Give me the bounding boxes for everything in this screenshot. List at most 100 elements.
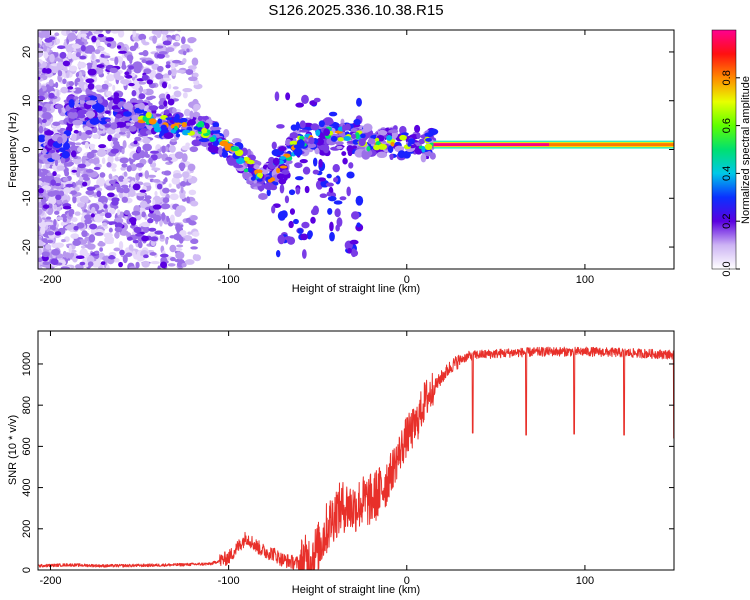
spectrogram-blob: [190, 238, 199, 245]
spectrogram-blob: [358, 138, 366, 147]
spectrogram-blob: [38, 141, 42, 148]
spectrogram-blob: [192, 72, 199, 78]
spectrogram-ytick-label: -10: [21, 190, 33, 206]
spectrogram-blob: [68, 209, 73, 217]
spectrogram-blob: [308, 137, 315, 145]
spectrogram-blob: [329, 221, 334, 232]
spectrogram-blob: [91, 260, 101, 268]
snr-frame: [37, 330, 675, 571]
spectrogram-blob: [343, 136, 352, 141]
spectrogram-blob: [327, 207, 333, 215]
spectrogram-blob: [75, 77, 81, 83]
spectrogram-blob: [175, 223, 182, 232]
spectrogram-blob: [182, 50, 187, 56]
spectrogram-blob: [45, 68, 52, 74]
spectrogram-blob: [67, 47, 72, 51]
spectrogram-blob: [113, 92, 120, 98]
spectrogram-blob: [51, 152, 60, 160]
spectrogram-blob: [82, 181, 88, 187]
spectrogram-blob: [107, 155, 114, 164]
spectrogram-blob: [347, 150, 353, 157]
spectrogram-blob: [169, 193, 179, 201]
spectrogram-blob: [295, 187, 301, 195]
spectrogram-blob: [71, 43, 82, 49]
snr-xtick-label: -200: [39, 575, 61, 587]
spectrogram-blob: [151, 167, 161, 171]
snr-xtick-label: -100: [218, 575, 240, 587]
spectrogram-blob: [160, 124, 167, 131]
spectrogram-blob: [80, 132, 88, 141]
spectrogram-blob: [117, 209, 121, 216]
spectrogram-blob: [350, 249, 359, 257]
spectrogram-blob: [175, 133, 181, 138]
spectrogram-blob: [183, 108, 191, 117]
spectrogram-blob: [165, 156, 173, 161]
spectrogram-blob: [163, 109, 170, 115]
spectrogram-blob: [54, 182, 61, 187]
spectrogram-blob: [400, 132, 409, 136]
spectrogram-blob: [142, 137, 151, 144]
spectrogram-blob: [243, 156, 250, 162]
spectrogram-blob: [277, 234, 286, 245]
spectrogram-blob: [60, 156, 66, 164]
spectrogram-blob: [73, 186, 80, 192]
spectrogram-blob: [425, 137, 432, 142]
spectrogram-blob: [40, 182, 50, 186]
spectrogram-blob: [103, 80, 109, 84]
spectrogram-blob: [54, 158, 58, 167]
spectrogram-blob: [38, 134, 46, 143]
spectrogram-blob: [152, 179, 161, 183]
spectrogram-blob: [279, 184, 285, 194]
spectrogram-ytick-label: 20: [21, 46, 33, 58]
spectrogram-blob: [157, 118, 163, 124]
spectrogram-blob: [119, 229, 129, 236]
spectrogram-blob: [326, 191, 331, 197]
spectrogram-blob: [93, 30, 101, 35]
spectrogram-blob: [117, 102, 123, 108]
spectrogram-blob: [246, 167, 254, 173]
spectrogram-blob: [399, 134, 407, 141]
spectrogram-blob: [124, 71, 130, 76]
spectrogram-blob: [71, 217, 78, 223]
spectrogram-blob: [157, 65, 164, 72]
spectrogram-blob: [128, 65, 135, 70]
spectrogram-blob: [86, 186, 96, 191]
spectrogram-blob: [78, 130, 82, 136]
figure-title: S126.2025.336.10.38.R15: [268, 2, 443, 19]
spectrogram-blob: [106, 90, 113, 97]
spectrogram-blob: [138, 102, 145, 110]
spectrogram-blob: [105, 118, 111, 123]
spectrogram-blob: [176, 30, 182, 33]
spectrogram-blob: [247, 159, 255, 165]
spectrogram-blob: [80, 44, 86, 52]
spectrogram-blob: [135, 162, 145, 168]
spectrogram-blob: [91, 35, 97, 43]
spectrogram-blob: [348, 162, 354, 169]
spectrogram-blob: [85, 110, 96, 119]
spectrogram-blob: [148, 105, 159, 111]
spectrogram-blob: [335, 224, 340, 232]
spectrogram-blob: [420, 153, 427, 163]
spectrogram-blob: [189, 110, 194, 120]
spectrogram-blob: [138, 33, 147, 41]
spectrogram-blob: [67, 51, 73, 60]
spectrogram-blob: [118, 261, 123, 268]
carrier-band-core: [433, 143, 550, 147]
spectrogram-blob: [70, 30, 79, 33]
spectrogram-blob: [56, 136, 63, 144]
spectrogram-blob: [38, 125, 44, 134]
spectrogram-blob: [72, 239, 82, 247]
spectrogram-blob: [295, 102, 305, 108]
spectrogram-blob: [97, 241, 106, 247]
spectrogram-blob: [61, 239, 66, 243]
spectrogram-blob: [104, 235, 115, 244]
spectrogram-blob: [156, 183, 163, 190]
spectrogram-xtick-label: -200: [39, 274, 61, 286]
spectrogram-blob: [75, 142, 82, 146]
spectrogram-blob: [53, 218, 57, 228]
spectrogram-blob: [99, 172, 106, 178]
spectrogram-blob: [389, 153, 394, 161]
spectrogram-blob: [267, 178, 273, 183]
spectrogram-blob: [187, 37, 196, 44]
spectrogram-blob: [286, 236, 296, 245]
